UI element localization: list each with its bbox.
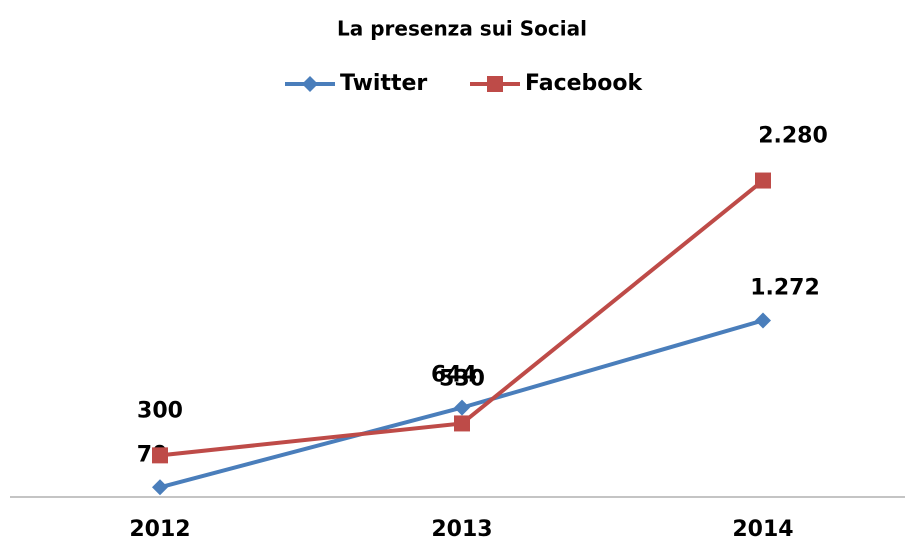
data-label: 300 [137,398,183,423]
data-point [454,399,470,416]
data-point [152,447,168,464]
data-point [454,415,470,432]
data-label: 1.272 [750,275,820,300]
legend-label: Facebook [525,71,644,96]
data-label: 530 [439,366,485,391]
data-point [755,172,771,189]
data-label: 644 [431,363,477,388]
chart-title: La presenza sui Social [337,17,587,41]
legend-marker [487,76,503,92]
data-label: 2.280 [758,124,828,149]
x-tick-label: 2014 [732,517,793,542]
legend-marker [302,76,318,92]
x-tick-label: 2013 [431,517,492,542]
legend-label: Twitter [340,71,427,96]
x-tick-label: 2012 [129,517,190,542]
data-point [152,479,168,496]
data-point [755,312,771,329]
